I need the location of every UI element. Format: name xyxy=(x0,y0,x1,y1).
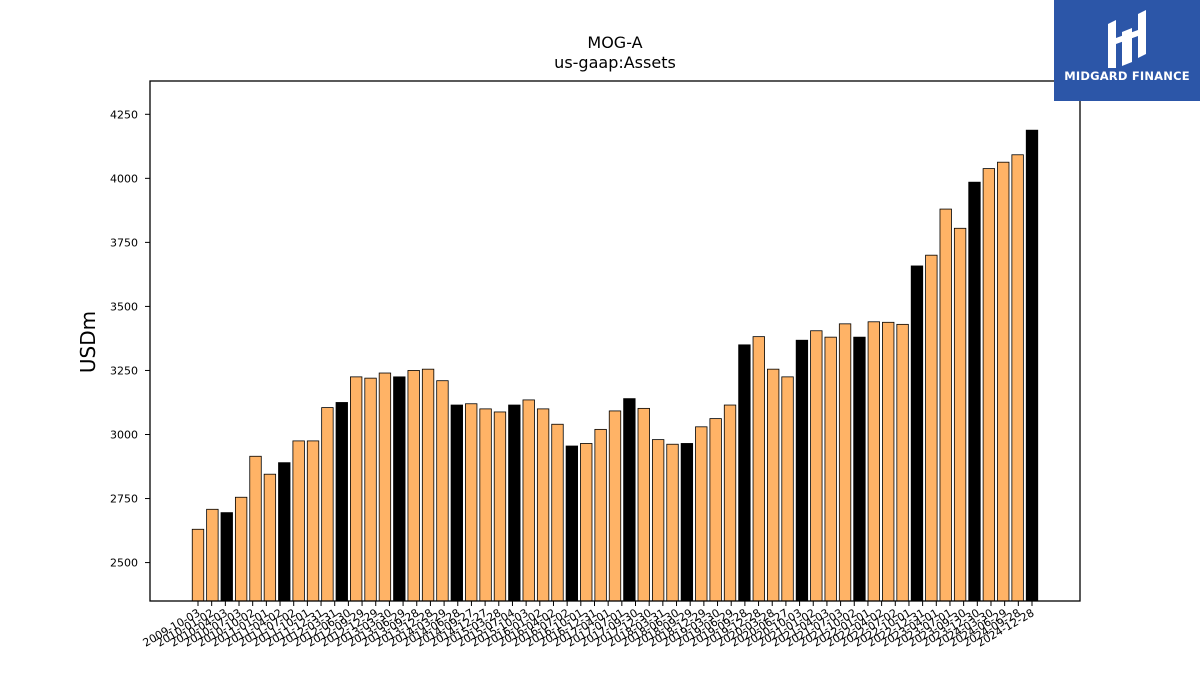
y-tick-label: 4000 xyxy=(110,172,138,185)
bar xyxy=(925,254,938,602)
bar xyxy=(421,368,435,602)
bar xyxy=(882,321,895,602)
bar xyxy=(767,368,780,602)
bar xyxy=(191,528,205,602)
bar xyxy=(637,407,650,602)
bar xyxy=(278,462,291,602)
bar xyxy=(364,377,377,602)
bar xyxy=(910,265,924,602)
bar xyxy=(939,208,952,602)
bar xyxy=(982,168,996,602)
bar xyxy=(393,376,406,602)
y-tick-label: 3750 xyxy=(110,236,138,249)
bar xyxy=(853,336,866,602)
bar xyxy=(953,227,967,602)
bar xyxy=(321,407,334,602)
y-tick-label: 4250 xyxy=(110,108,138,121)
bar xyxy=(493,411,507,602)
chart-title: MOG-A xyxy=(587,33,642,52)
bar xyxy=(536,408,550,602)
bar xyxy=(680,443,694,602)
chart-subtitle: us-gaap:Assets xyxy=(554,53,676,72)
bar xyxy=(623,398,636,602)
bar xyxy=(522,399,535,602)
bar xyxy=(551,423,564,602)
x-ticks: 2009-10-032010-01-022010-04-032010-07-03… xyxy=(141,601,1037,650)
bar xyxy=(263,473,277,602)
plot-frame xyxy=(149,80,1081,602)
bar xyxy=(738,344,751,602)
bar xyxy=(206,508,219,602)
y-tick-label: 2750 xyxy=(110,493,138,506)
bar xyxy=(249,455,262,602)
bar xyxy=(1011,154,1024,602)
bar xyxy=(997,161,1010,602)
bar xyxy=(234,496,248,602)
y-ticks: 2500 2750 3000 3250 3500 3750 4000 4250 xyxy=(110,108,150,570)
bar xyxy=(220,512,233,602)
bar xyxy=(867,321,880,602)
bar xyxy=(896,323,909,602)
bar xyxy=(781,376,794,602)
bar xyxy=(292,440,305,602)
y-tick-label: 2500 xyxy=(110,557,138,570)
bar xyxy=(795,339,809,602)
bar xyxy=(378,372,392,602)
bar xyxy=(465,403,478,602)
bars-group xyxy=(191,129,1039,602)
bar xyxy=(752,336,765,602)
bar xyxy=(723,404,737,602)
bar xyxy=(810,330,823,602)
bar xyxy=(695,426,708,602)
bar xyxy=(508,404,521,602)
bar xyxy=(666,443,679,602)
bar xyxy=(824,336,837,602)
bar xyxy=(436,380,449,602)
bar xyxy=(968,181,981,602)
midgard-logo-icon xyxy=(1108,10,1146,68)
bar xyxy=(565,445,579,602)
bar xyxy=(450,404,463,602)
bar xyxy=(709,418,722,602)
bar xyxy=(306,440,320,602)
bar xyxy=(838,323,852,602)
y-tick-label: 3250 xyxy=(110,364,138,377)
bar xyxy=(407,370,420,602)
bar xyxy=(580,443,593,602)
y-axis-label: USDm xyxy=(76,311,100,373)
bar xyxy=(608,410,622,602)
brand-name: MIDGARD FINANCE xyxy=(1064,69,1190,83)
brand-logo: MIDGARD FINANCE xyxy=(1054,0,1200,101)
bar xyxy=(350,376,363,602)
y-tick-label: 3500 xyxy=(110,300,138,313)
bar xyxy=(594,428,607,602)
bar xyxy=(335,402,348,602)
bar xyxy=(651,439,665,602)
y-tick-label: 3000 xyxy=(110,428,138,441)
bar xyxy=(1025,129,1039,602)
bar xyxy=(479,408,492,602)
